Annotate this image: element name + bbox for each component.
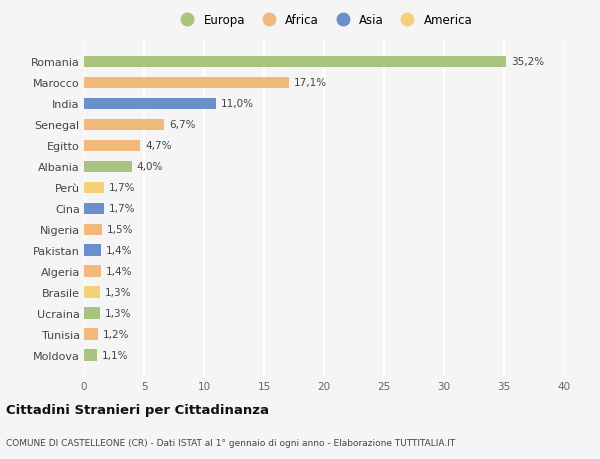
Text: Cittadini Stranieri per Cittadinanza: Cittadini Stranieri per Cittadinanza: [6, 403, 269, 416]
Bar: [84, 140, 140, 152]
Text: 1,5%: 1,5%: [107, 225, 133, 235]
Text: 6,7%: 6,7%: [169, 120, 196, 130]
Bar: [84, 308, 100, 319]
Text: 1,3%: 1,3%: [104, 308, 131, 319]
Bar: [84, 329, 98, 340]
Bar: [84, 78, 289, 89]
Text: 1,4%: 1,4%: [106, 246, 132, 256]
Bar: [84, 287, 100, 298]
Bar: [84, 350, 97, 361]
Bar: [84, 245, 101, 257]
Text: 35,2%: 35,2%: [511, 57, 544, 67]
Bar: [84, 182, 104, 194]
Bar: [84, 224, 102, 235]
Text: 1,1%: 1,1%: [102, 350, 128, 360]
Bar: [84, 161, 132, 173]
Text: COMUNE DI CASTELLEONE (CR) - Dati ISTAT al 1° gennaio di ogni anno - Elaborazion: COMUNE DI CASTELLEONE (CR) - Dati ISTAT …: [6, 438, 455, 447]
Text: 11,0%: 11,0%: [221, 99, 254, 109]
Text: 1,7%: 1,7%: [109, 204, 136, 214]
Legend: Europa, Africa, Asia, America: Europa, Africa, Asia, America: [175, 14, 473, 27]
Text: 4,0%: 4,0%: [137, 162, 163, 172]
Bar: [84, 266, 101, 277]
Text: 1,2%: 1,2%: [103, 330, 130, 340]
Text: 1,7%: 1,7%: [109, 183, 136, 193]
Text: 17,1%: 17,1%: [294, 78, 327, 88]
Bar: [84, 203, 104, 215]
Text: 1,3%: 1,3%: [104, 288, 131, 297]
Bar: [84, 119, 164, 131]
Text: 4,7%: 4,7%: [145, 141, 172, 151]
Bar: [84, 98, 216, 110]
Bar: [84, 56, 506, 68]
Text: 1,4%: 1,4%: [106, 267, 132, 277]
